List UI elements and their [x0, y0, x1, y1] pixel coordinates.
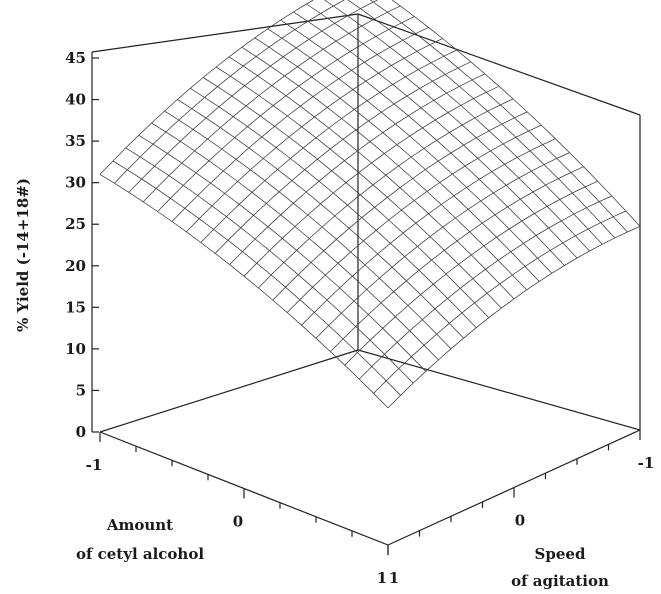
mesh-line-x-18: [358, 195, 612, 380]
mesh-line-y-9: [241, 46, 527, 291]
z-axis-title: % Yield (-14+18#): [14, 178, 32, 332]
mesh-line-x-0: [99, 0, 314, 175]
mesh-line-x-17: [344, 180, 598, 366]
mesh-line-y-18: [125, 147, 414, 384]
mesh-line-x-8: [214, 61, 471, 254]
mesh-line-y-3: [323, 0, 603, 245]
mesh-line-y-17: [138, 134, 427, 372]
mesh-line-x-14: [301, 138, 556, 326]
floor-back-right-edge: [357, 349, 641, 431]
x-axis-title-line-2: of cetyl alcohol: [76, 545, 204, 563]
mesh-line-x-11: [258, 98, 514, 289]
z-tick-label-3: 15: [65, 298, 86, 316]
mesh-line-y-2: [347, 0, 616, 239]
mesh-line-y-15: [164, 110, 452, 350]
y-axis-title-line-1: Speed: [535, 545, 586, 563]
y-tick-label-1: 0: [515, 512, 525, 530]
z-tick-label-6: 30: [65, 174, 86, 192]
z-tick-label-2: 10: [65, 340, 86, 358]
mesh-line-y-13: [190, 87, 477, 328]
x-tick-label-2: 1: [377, 569, 387, 587]
mesh-line-x-3: [142, 5, 401, 203]
x-tick-label-0: -1: [86, 456, 103, 474]
z-tick-label-7: 35: [65, 132, 86, 150]
y-axis-title-line-2: of agitation: [511, 572, 609, 590]
mesh-line-y-20: [99, 174, 389, 409]
back-frame: [91, 13, 641, 432]
mesh-line-x-12: [272, 111, 528, 301]
mesh-line-x-16: [330, 166, 584, 352]
mesh-line-x-1: [114, 0, 345, 184]
mesh-line-y-14: [177, 99, 464, 339]
floor-back-left-edge: [99, 349, 359, 433]
x-axis-title-line-1: Amount: [106, 516, 173, 534]
mesh-line-y-10: [228, 56, 515, 300]
mesh-line-y-7: [267, 28, 553, 274]
mesh-line-y-11: [215, 66, 502, 309]
mesh-line-y-4: [306, 3, 590, 252]
mesh-line-x-7: [200, 49, 457, 243]
surface-mesh: [99, 0, 641, 409]
z-tick-label-0: 0: [76, 423, 86, 441]
mesh-line-x-5: [171, 27, 429, 222]
z-tick-label-4: 20: [65, 257, 86, 275]
back-left-top-edge: [91, 13, 359, 53]
mesh-line-x-10: [243, 85, 500, 277]
y-tick-label-0: -1: [638, 454, 655, 472]
mesh-line-y-16: [151, 122, 439, 361]
z-tick-label-1: 5: [76, 381, 86, 399]
y-axis-ticks: -1 0 1: [387, 430, 655, 587]
mesh-line-y-8: [254, 37, 540, 282]
mesh-line-y-1: [369, 0, 628, 233]
mesh-line-y-0: [391, 0, 641, 227]
mesh-line-y-12: [202, 77, 490, 318]
z-axis-ticks: 0 5 10 15 20 25 30 35 40 45: [65, 49, 99, 441]
back-right-top-edge: [357, 13, 641, 116]
x-axis-ticks: -1 0 1: [86, 432, 389, 587]
mesh-line-y-19: [112, 160, 401, 396]
x-tick-label-1: 0: [233, 513, 243, 531]
mesh-line-y-5: [293, 11, 578, 259]
z-tick-label-5: 25: [65, 215, 86, 233]
mesh-line-x-6: [186, 38, 443, 233]
mesh-line-y-6: [280, 19, 565, 266]
floor-frame: [99, 349, 641, 546]
z-tick-label-8: 40: [65, 91, 86, 109]
z-tick-label-9: 45: [65, 49, 86, 67]
y-tick-label-2: 1: [389, 569, 399, 587]
